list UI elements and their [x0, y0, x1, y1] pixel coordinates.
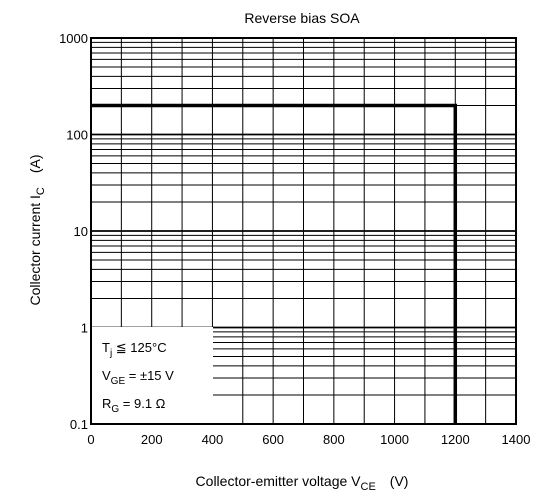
plot-frame	[90, 37, 517, 425]
x-tick-label: 1200	[441, 432, 470, 447]
x-tick-label: 1400	[502, 432, 531, 447]
y-tick-label: 10	[74, 224, 88, 239]
y-axis-label: Collector current IC(A)	[27, 154, 47, 305]
series-layer	[91, 103, 458, 424]
annotation-line-1: Tj ≦ 125°C	[102, 340, 167, 359]
x-tick-label: 200	[141, 432, 163, 447]
x-tick-label: 600	[262, 432, 284, 447]
annotation-box	[91, 327, 213, 424]
y-tick-labels: 0.1 1 10 100 1000	[59, 31, 88, 432]
annotation-text: Tj ≦ 125°C VGE = ±15 V RG = 9.1 Ω	[102, 340, 174, 415]
x-axis-label: Collector-emitter voltage VCE (V)	[196, 473, 409, 493]
annotation-line-3: RG = 9.1 Ω	[102, 396, 166, 415]
chart-title: Reverse bias SOA	[244, 10, 360, 26]
x-tick-label: 800	[323, 432, 345, 447]
annotation-line-2: VGE = ±15 V	[102, 368, 174, 387]
y-tick-label: 100	[66, 128, 88, 143]
y-tick-label: 0.1	[70, 417, 88, 432]
y-tick-label: 1000	[59, 31, 88, 46]
x-tick-label: 1000	[380, 432, 409, 447]
x-tick-label: 0	[87, 432, 94, 447]
x-tick-labels: 0 200 400 600 800 1000 1200 1400	[87, 432, 530, 447]
x-tick-label: 400	[202, 432, 224, 447]
soa-boundary-line	[91, 103, 458, 424]
y-tick-label: 1	[81, 321, 88, 336]
